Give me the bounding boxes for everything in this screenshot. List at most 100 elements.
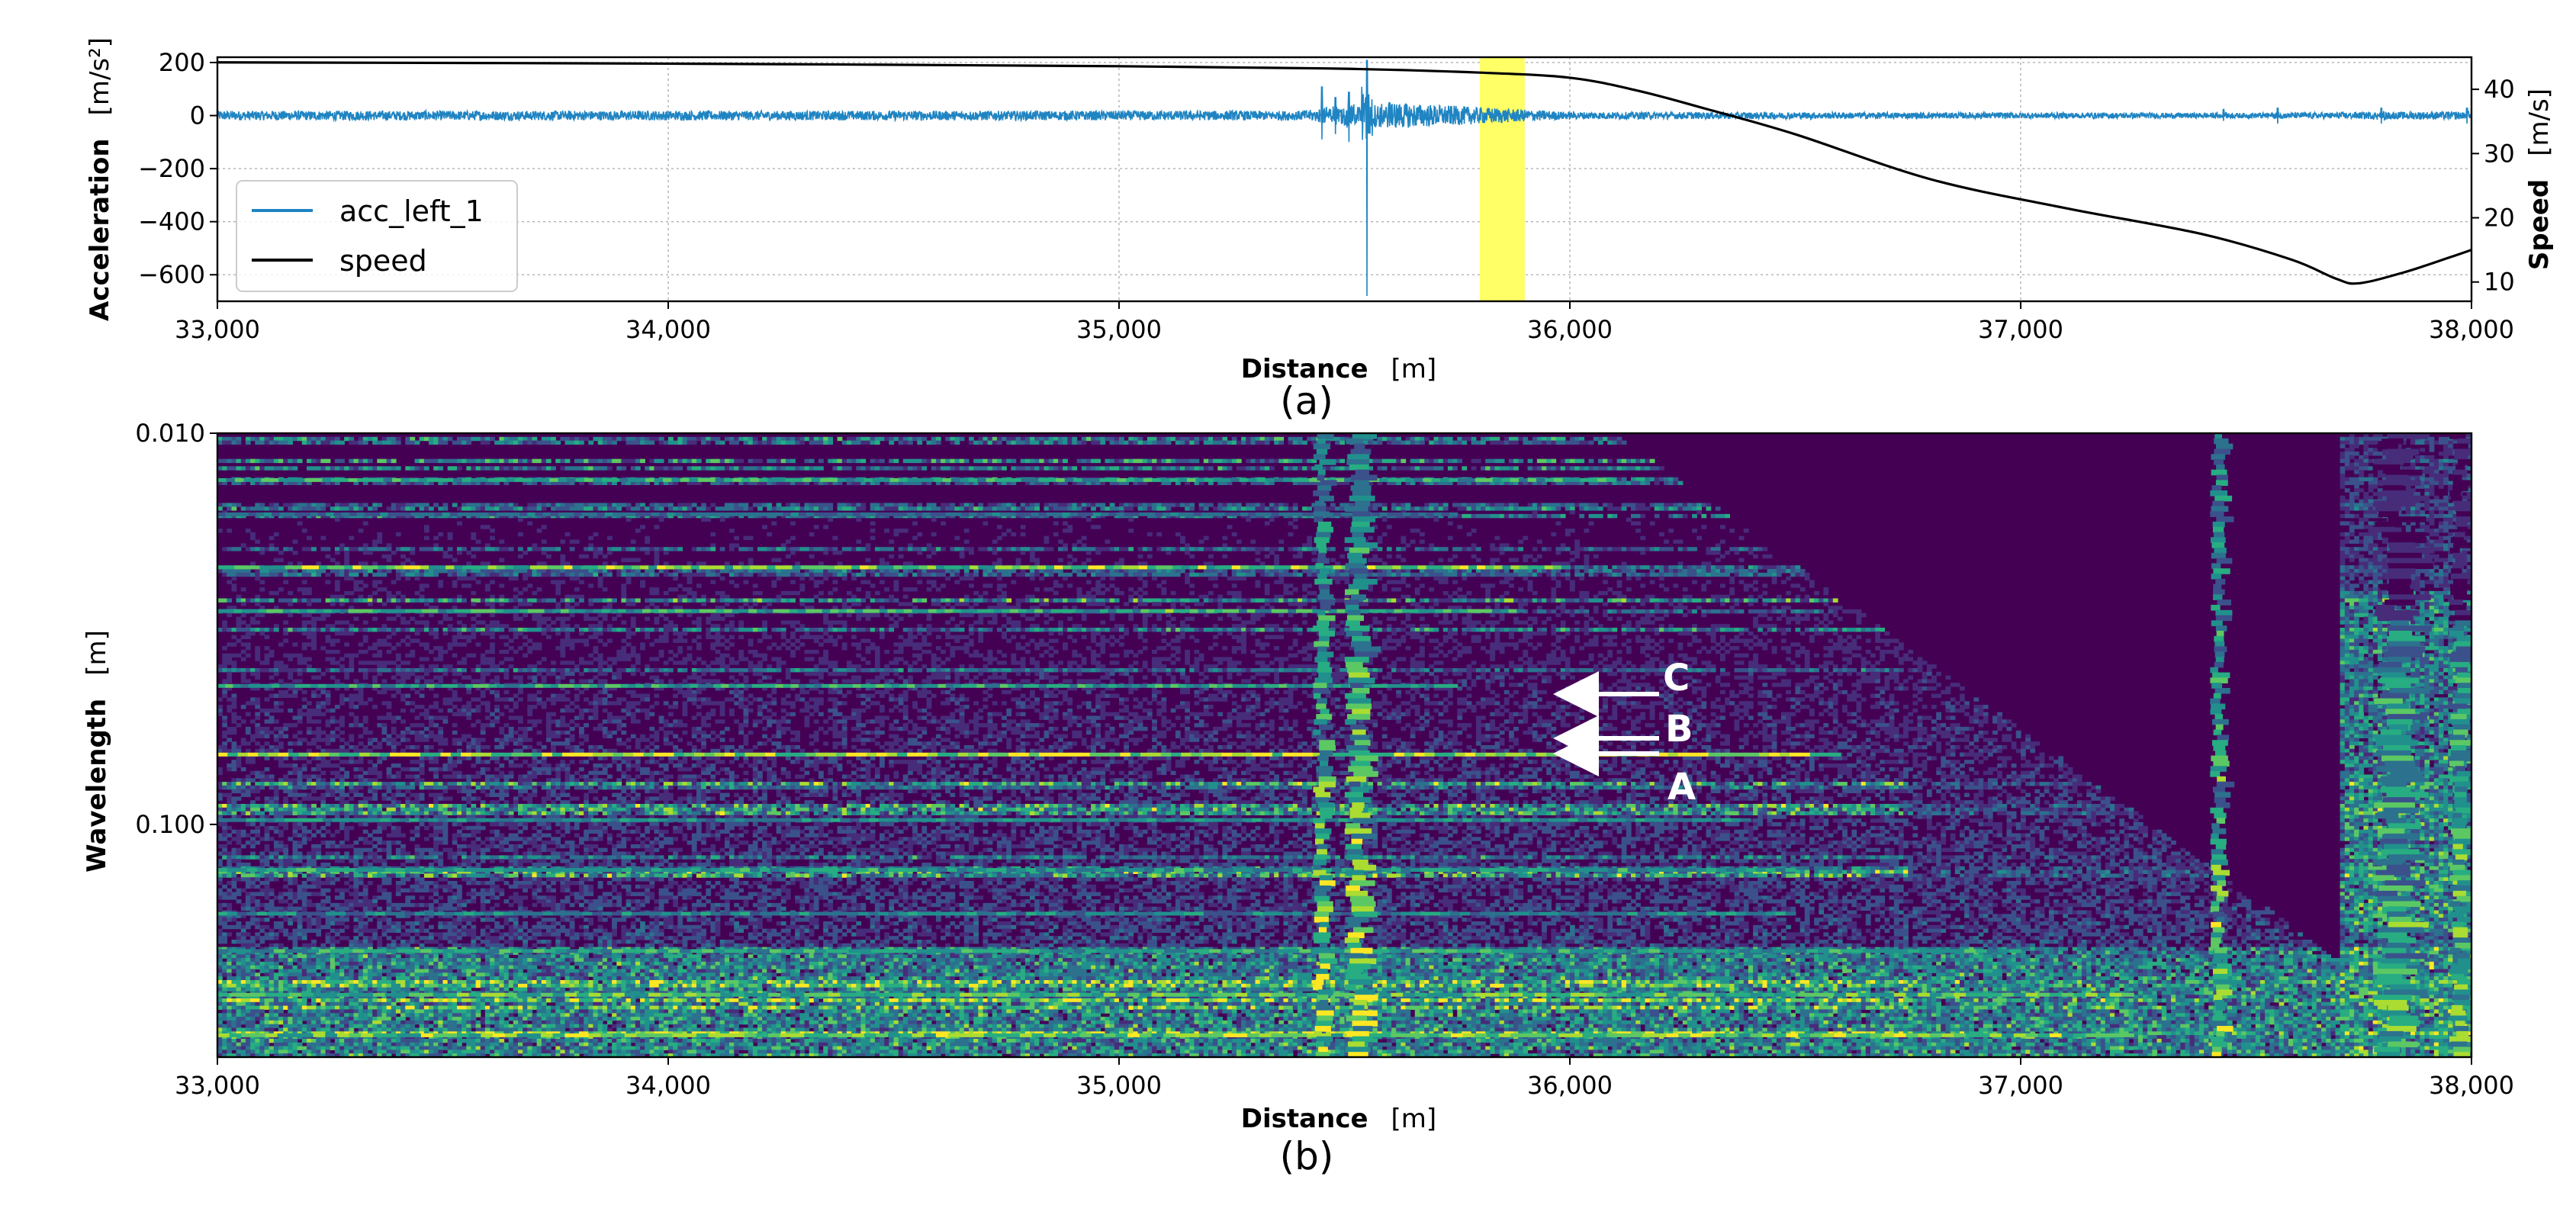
heatmap-cell [311,459,317,463]
heatmap-cell [255,540,260,544]
heatmap-cell [246,998,251,1002]
heatmap-cell [335,980,340,984]
heatmap-cell [330,841,336,844]
heatmap-cell [316,966,321,969]
heatmap-cell [259,734,265,738]
heatmap-cell [302,830,307,834]
heatmap-cell [227,697,232,701]
heatmap-cell [265,1021,270,1024]
heatmap-cell [241,705,246,709]
heatmap-cell [302,873,307,877]
heatmap-cell [246,741,251,745]
heatmap-cell [232,661,237,664]
heatmap-cell [259,925,265,929]
heatmap-cell [255,962,260,966]
heatmap-cell [302,984,307,988]
heatmap-cell [255,925,260,929]
heatmap-cell [250,998,256,1002]
heatmap-cell [278,855,284,859]
heatmap-cell [222,988,227,992]
heatmap-cell [250,1013,256,1017]
heatmap-cell [222,547,227,551]
heatmap-cell [311,1039,317,1043]
heatmap-cell [278,899,284,903]
heatmap-cell [222,826,227,830]
heatmap-cell [311,859,317,863]
heatmap-cell [222,1006,227,1010]
heatmap-cell [320,503,326,506]
heatmap-cell [278,506,284,510]
heatmap-cell [288,789,293,793]
heatmap-cell [311,639,317,643]
heatmap-cell [269,899,275,903]
heatmap-cell [255,808,260,812]
heatmap-cell [259,580,265,584]
heatmap-cell [227,503,232,506]
heatmap-cell [320,1006,326,1010]
heatmap-cell [236,620,242,624]
heatmap-cell [246,892,251,896]
heatmap-cell [250,1021,256,1024]
heatmap-cell [227,954,232,958]
heatmap-cell [283,980,288,984]
heatmap-cell [311,624,317,628]
heatmap-cell [297,793,303,797]
heatmap-cell [311,954,317,958]
heatmap-cell [335,808,340,812]
heatmap-cell [265,863,270,866]
heatmap-cell [274,826,279,830]
heatmap-cell [307,599,312,603]
heatmap-cell [326,1006,331,1010]
heatmap-cell [265,661,270,664]
heatmap-cell [320,536,326,540]
heatmap-cell [250,506,256,510]
heatmap-cell [288,466,293,470]
heatmap-cell [250,800,256,804]
heatmap-cell [274,808,279,812]
heatmap-cell [227,506,232,510]
heatmap-cell [269,1039,275,1043]
heatmap-cell [302,1009,307,1013]
heatmap-cell [320,1043,326,1046]
heatmap-cell [297,771,303,775]
heatmap-cell [255,613,260,617]
heatmap-cell [227,580,232,584]
heatmap-cell [227,918,232,921]
heatmap-cell [293,723,298,727]
heatmap-cell [222,830,227,834]
heatmap-cell [283,966,288,969]
heatmap-cell [330,812,336,815]
heatmap-cell [288,591,293,595]
heatmap-cell [283,1021,288,1024]
heatmap-cell [236,639,242,643]
heatmap-cell [232,976,237,980]
series-line-speed [217,63,2471,284]
heatmap-cell [302,1017,307,1021]
heatmap-cell [255,775,260,779]
heatmap-cell [236,778,242,782]
heatmap-cell [250,1024,256,1028]
heatmap-cell [222,885,227,889]
chart-a-y2label-text: Speed [2524,179,2555,270]
heatmap-cell [255,741,260,745]
heatmap-cell [326,668,331,672]
heatmap-cell [297,921,303,925]
heatmap-cell [250,885,256,889]
heatmap-cell [320,1039,326,1043]
heatmap-cell [269,1009,275,1013]
heatmap-cell [222,719,227,723]
heatmap-cell [259,506,265,510]
heatmap-cell [330,709,336,712]
heatmap-cell [293,830,298,834]
heatmap-cell [232,1028,237,1032]
heatmap-cell [236,573,242,577]
heatmap-cell [278,786,284,789]
heatmap-cell [265,889,270,892]
heatmap-cell [259,441,265,445]
heatmap-cell [330,972,336,976]
heatmap-cell [246,841,251,844]
heatmap-cell [255,1046,260,1050]
heatmap-cell [283,1024,288,1028]
heatmap-cell [335,650,340,654]
